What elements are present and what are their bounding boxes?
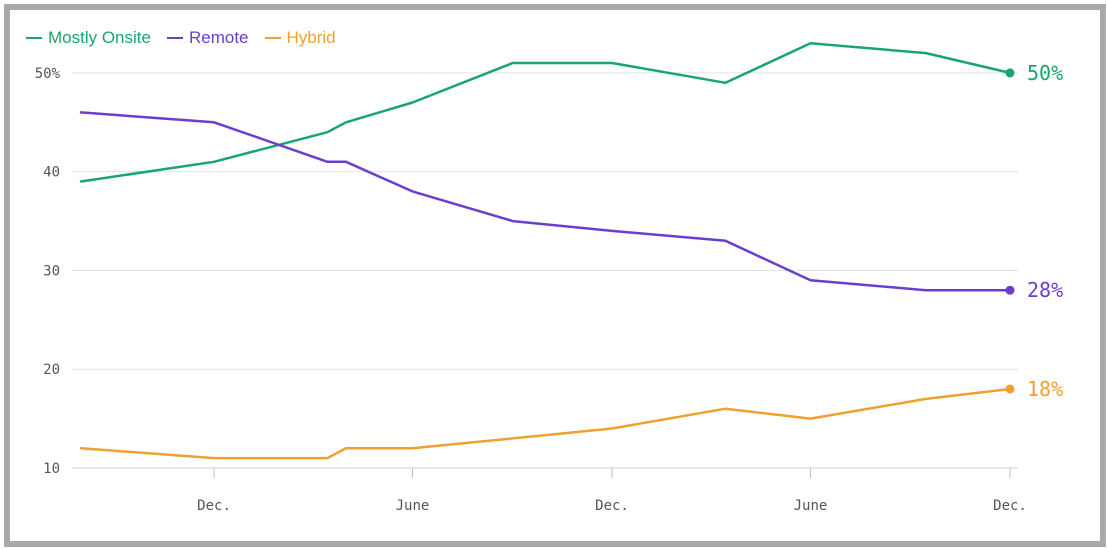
series-end-marker-mostly-onsite xyxy=(1005,68,1015,78)
legend-label-remote: Remote xyxy=(188,28,249,47)
x-tick-label-4: Dec. xyxy=(993,498,1027,514)
y-tick-label-10: 10 xyxy=(43,461,60,477)
legend-item-mostly-onsite: Mostly Onsite xyxy=(26,28,151,48)
series-line-remote xyxy=(79,111,1012,292)
legend-label-mostly-onsite: Mostly Onsite xyxy=(48,28,151,47)
x-tick-label-3: June xyxy=(794,498,828,514)
series-line-hybrid xyxy=(79,387,1012,460)
x-tick-label-1: June xyxy=(396,498,430,514)
series-end-marker-hybrid xyxy=(1005,384,1015,394)
legend-swatch-mostly-onsite xyxy=(26,37,42,39)
legend: Mostly Onsite Remote Hybrid xyxy=(26,28,336,48)
y-tick-label-40: 40 xyxy=(43,165,60,181)
legend-label-hybrid: Hybrid xyxy=(286,28,336,47)
x-tick-label-2: Dec. xyxy=(595,498,629,514)
legend-item-remote: Remote xyxy=(166,28,249,48)
series-end-marker-remote xyxy=(1005,285,1015,295)
series-line-mostly-onsite xyxy=(79,42,1012,183)
y-tick-label-30: 30 xyxy=(43,263,60,279)
y-tick-label-50: 50% xyxy=(35,66,61,82)
x-tick-label-0: Dec. xyxy=(197,498,231,514)
series-end-label-hybrid: 18% xyxy=(1027,377,1063,401)
y-tick-label-20: 20 xyxy=(43,362,60,378)
legend-item-hybrid: Hybrid xyxy=(264,28,336,48)
series-end-label-remote: 28% xyxy=(1027,278,1063,302)
series-end-label-mostly-onsite: 50% xyxy=(1027,61,1063,85)
legend-swatch-remote xyxy=(166,37,183,39)
legend-swatch-hybrid xyxy=(264,37,281,39)
